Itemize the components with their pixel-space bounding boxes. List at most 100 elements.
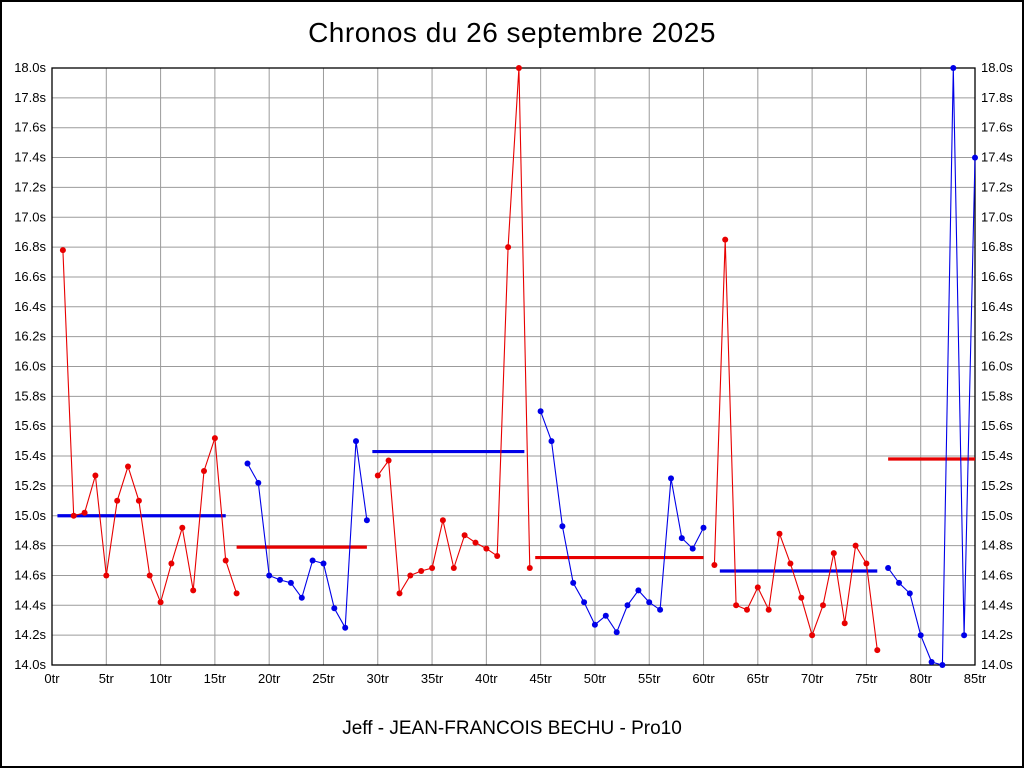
lap-point: [581, 599, 588, 606]
lap-point: [374, 472, 381, 479]
y-axis-tick-label-left: 17.6s: [14, 120, 46, 135]
y-axis-tick-label-left: 15.0s: [14, 508, 46, 523]
y-axis-tick-label-right: 14.4s: [981, 597, 1013, 612]
lap-point: [103, 572, 110, 579]
y-axis-tick-label-right: 17.8s: [981, 90, 1013, 105]
y-axis-tick-label-left: 16.6s: [14, 269, 46, 284]
lap-point: [852, 542, 859, 549]
lap-point: [461, 532, 468, 539]
lap-point: [92, 472, 99, 479]
lap-point: [537, 408, 544, 415]
lap-point: [950, 65, 957, 71]
y-axis-tick-label-left: 16.0s: [14, 359, 46, 374]
lap-point: [114, 497, 121, 504]
x-axis-tick-label: 60tr: [692, 671, 715, 686]
y-axis-tick-label-right: 16.4s: [981, 299, 1013, 314]
lap-point: [505, 244, 512, 251]
lap-point: [787, 560, 794, 567]
lap-point: [81, 509, 88, 516]
lap-point: [157, 599, 164, 606]
lap-point: [287, 579, 294, 586]
lap-point: [59, 247, 66, 254]
y-axis-tick-label-left: 16.8s: [14, 239, 46, 254]
y-axis-tick-label-right: 17.6s: [981, 120, 1013, 135]
plot-border: [51, 67, 976, 666]
lap-point: [309, 557, 316, 564]
lap-point: [733, 602, 740, 609]
lap-point: [266, 572, 273, 579]
y-axis-tick-label-left: 15.4s: [14, 448, 46, 463]
lap-time-series: [713, 239, 878, 651]
driver-label: Jeff - JEAN-FRANCOIS BECHU - Pro10: [342, 718, 682, 739]
y-axis-tick-label-right: 14.6s: [981, 567, 1013, 582]
lap-point: [874, 647, 881, 654]
y-axis-tick-label-right: 14.8s: [981, 538, 1013, 553]
lap-point: [190, 587, 197, 594]
x-axis-tick-label: 40tr: [475, 671, 498, 686]
lap-point: [744, 606, 750, 613]
x-axis-tick-label: 20tr: [258, 671, 281, 686]
lap-point: [320, 560, 327, 567]
lap-point: [135, 497, 142, 504]
x-axis-tick-label: 10tr: [149, 671, 172, 686]
y-axis-tick-label-right: 18.0s: [981, 60, 1013, 75]
lap-point: [494, 553, 501, 559]
y-axis-tick-label-left: 18.0s: [14, 60, 46, 75]
lap-point: [754, 584, 761, 591]
y-axis-tick-label-left: 15.8s: [14, 388, 46, 403]
lap-point: [765, 606, 772, 613]
x-axis-tick-label: 55tr: [638, 671, 661, 686]
lap-point: [146, 572, 153, 579]
lap-point: [483, 545, 490, 552]
lap-time-series: [377, 67, 531, 596]
lap-point: [450, 565, 457, 571]
x-axis-tick-label: 0tr: [44, 671, 60, 686]
lap-point: [233, 590, 240, 597]
lap-point: [70, 512, 77, 519]
x-axis-tick-label: 75tr: [855, 671, 878, 686]
lap-point: [624, 602, 631, 609]
lap-point: [277, 576, 283, 583]
lap-point: [515, 65, 522, 71]
lap-point: [222, 557, 229, 564]
y-axis-tick-label-right: 15.0s: [981, 508, 1013, 523]
y-axis-tick-label-right: 15.4s: [981, 448, 1013, 463]
x-axis-tick-label: 65tr: [747, 671, 770, 686]
lap-point: [179, 524, 186, 531]
lap-point: [657, 606, 664, 613]
x-axis-tick-label: 30tr: [367, 671, 390, 686]
lap-point: [385, 457, 392, 464]
lap-point: [526, 565, 533, 571]
lap-point: [830, 550, 837, 557]
y-axis-tick-label-right: 14.2s: [981, 627, 1013, 642]
y-axis-tick-label-right: 16.0s: [981, 359, 1013, 374]
lap-point: [244, 460, 251, 467]
lap-point: [418, 568, 425, 574]
y-axis-tick-label-left: 14.2s: [14, 627, 46, 642]
lap-point: [298, 594, 305, 601]
y-axis-tick-label-left: 16.4s: [14, 299, 46, 314]
lap-point: [635, 587, 642, 594]
lap-point: [863, 560, 870, 567]
lap-point: [613, 629, 620, 636]
x-axis-tick-label: 35tr: [421, 671, 444, 686]
lap-point: [722, 236, 729, 243]
lap-point: [439, 517, 446, 524]
y-axis-tick-label-left: 14.4s: [14, 597, 46, 612]
lap-point: [407, 572, 414, 579]
y-axis-tick-label-left: 14.6s: [14, 567, 46, 582]
y-axis-tick-label-left: 15.6s: [14, 418, 46, 433]
lap-point: [885, 565, 892, 571]
x-axis-tick-label: 80tr: [910, 671, 933, 686]
lap-point: [211, 435, 218, 442]
x-axis-tick-label: 15tr: [204, 671, 227, 686]
y-axis-tick-label-right: 15.2s: [981, 478, 1013, 493]
lap-point: [798, 594, 805, 601]
lap-point: [906, 590, 913, 597]
lap-point: [668, 475, 674, 482]
lap-point: [820, 602, 826, 609]
lap-point: [841, 620, 848, 627]
lap-point: [168, 560, 175, 567]
